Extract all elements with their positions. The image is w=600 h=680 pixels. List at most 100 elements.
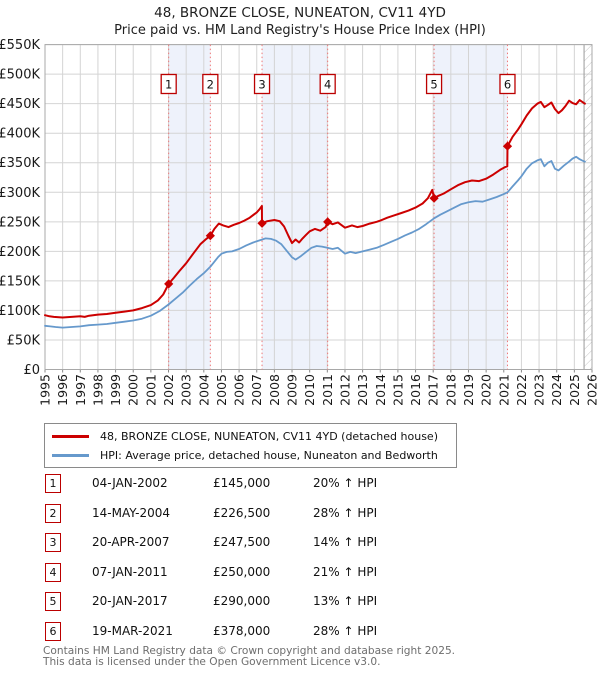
x-axis-label-2019: 2019 — [461, 374, 476, 406]
x-axis-label-2024: 2024 — [549, 374, 564, 406]
x-axis-label-1998: 1998 — [90, 374, 105, 406]
sale-hpi-comparison: 13% ↑ HPI — [313, 594, 378, 609]
table-row: 1 04-JAN-2002 £145,000 20% ↑ HPI — [45, 474, 565, 496]
sale-price: £145,000 — [213, 476, 271, 490]
table-row: 6 19-MAR-2021 £378,000 28% ↑ HPI — [45, 622, 565, 644]
x-axis-label-1999: 1999 — [108, 374, 123, 406]
chart-subtitle: Price paid vs. HM Land Registry's House … — [114, 23, 486, 38]
table-row: 3 20-APR-2007 £247,500 14% ↑ HPI — [45, 533, 565, 555]
y-axis-label-£350K: £350K — [0, 156, 40, 171]
x-axis-label-1995: 1995 — [38, 374, 53, 406]
licence-footer-line2: This data is licensed under the Open Gov… — [43, 656, 381, 668]
x-axis-label-1996: 1996 — [55, 374, 70, 406]
sale-date: 14-MAY-2004 — [92, 505, 171, 520]
x-axis-label-2012: 2012 — [337, 374, 352, 406]
y-axis-label-£500K: £500K — [0, 68, 40, 83]
x-axis-label-2017: 2017 — [426, 374, 441, 406]
x-axis-label-2008: 2008 — [267, 374, 282, 406]
sale-price: £247,500 — [213, 535, 271, 550]
licence-footer: Contains HM Land Registry data © Crown c… — [43, 646, 455, 668]
legend-label-hpi: HPI: Average price, detached house, Nune… — [100, 448, 438, 462]
x-axis-label-2004: 2004 — [196, 374, 211, 406]
x-axis-label-2022: 2022 — [514, 374, 529, 406]
x-axis-label-2006: 2006 — [232, 374, 247, 406]
hpi-line — [44, 155, 586, 329]
licence-footer-line1: Contains HM Land Registry data © Crown c… — [43, 645, 456, 657]
sale-number-badge: 2 — [45, 503, 61, 523]
x-axis-label-2026: 2026 — [585, 374, 600, 406]
y-axis-label-£400K: £400K — [0, 127, 40, 142]
legend-label-property: 48, BRONZE CLOSE, NUNEATON, CV11 4YD (de… — [100, 429, 438, 443]
sale-number-box-6 — [499, 73, 516, 95]
y-axis-label-£550K: £550K — [0, 38, 40, 53]
sale-date: 04-JAN-2002 — [92, 476, 168, 490]
sale-marker-1 — [164, 279, 174, 289]
x-axis-label-2000: 2000 — [126, 374, 141, 406]
x-axis-label-2013: 2013 — [355, 374, 370, 406]
table-row: 2 14-MAY-2004 £226,500 28% ↑ HPI — [45, 503, 565, 526]
x-axis-label-2015: 2015 — [390, 374, 405, 406]
ownership-band-2 — [262, 44, 328, 370]
y-axis-label-£0: £0 — [23, 363, 40, 378]
sale-number-box-3 — [253, 73, 271, 95]
sale-marker-5 — [429, 193, 439, 203]
table-row: 5 20-JAN-2017 £290,000 13% ↑ HPI — [45, 592, 565, 614]
property-line-swatch — [52, 434, 89, 438]
sale-hpi-comparison: 28% ↑ HPI — [313, 624, 378, 638]
x-axis-label-2010: 2010 — [302, 374, 317, 406]
table-row: 4 07-JAN-2011 £250,000 21% ↑ HPI — [45, 562, 565, 585]
x-axis-label-2014: 2014 — [373, 374, 388, 406]
legend-item-property: 48, BRONZE CLOSE, NUNEATON, CV11 4YD (de… — [52, 428, 456, 444]
sale-hpi-comparison: 14% ↑ HPI — [313, 535, 378, 550]
x-axis-label-2023: 2023 — [532, 374, 547, 406]
chart-legend: 48, BRONZE CLOSE, NUNEATON, CV11 4YD (de… — [44, 423, 457, 468]
sale-price: £290,000 — [213, 594, 271, 609]
sale-number-badge: 5 — [45, 592, 61, 612]
sale-price: £378,000 — [213, 624, 271, 638]
sale-marker-6 — [502, 141, 513, 151]
sale-number-badge: 6 — [45, 622, 61, 641]
x-axis-label-2025: 2025 — [567, 374, 582, 406]
sale-number-box-4 — [319, 73, 336, 95]
sale-number-label-5: 5 — [430, 78, 437, 92]
sale-number-badge: 3 — [45, 533, 61, 553]
future-hatch-zone — [584, 44, 592, 370]
sale-marker-2 — [205, 231, 215, 241]
legend-item-hpi: HPI: Average price, detached house, Nune… — [52, 447, 456, 463]
sale-date: 19-MAR-2021 — [92, 624, 173, 638]
y-axis-label-£150K: £150K — [0, 274, 40, 289]
x-axis-label-2003: 2003 — [179, 374, 194, 406]
chart-title-address: 48, BRONZE CLOSE, NUNEATON, CV11 4YD — [154, 5, 446, 21]
sale-marker-4 — [323, 217, 333, 227]
sale-number-badge: 1 — [45, 474, 61, 493]
x-axis-label-2005: 2005 — [214, 374, 229, 406]
y-axis-label-£450K: £450K — [0, 97, 40, 112]
sale-marker-3 — [257, 218, 267, 228]
sale-date: 20-APR-2007 — [92, 535, 170, 550]
x-axis-label-2018: 2018 — [443, 374, 458, 406]
sales-table: 1 04-JAN-2002 £145,000 20% ↑ HPI 2 14-MAY-200… — [45, 474, 565, 644]
sale-date: 20-JAN-2017 — [92, 594, 168, 609]
y-axis-label-£200K: £200K — [0, 245, 40, 260]
sale-number-badge: 4 — [45, 562, 61, 582]
x-axis-label-2002: 2002 — [161, 374, 176, 406]
y-axis-label-£300K: £300K — [0, 186, 40, 201]
x-axis-label-2009: 2009 — [285, 374, 300, 406]
sale-number-label-2: 2 — [207, 78, 214, 92]
sale-number-box-2 — [202, 73, 219, 95]
x-axis-label-2020: 2020 — [479, 374, 494, 406]
x-axis-label-2001: 2001 — [143, 374, 158, 406]
sale-price: £250,000 — [213, 564, 271, 579]
sale-hpi-comparison: 21% ↑ HPI — [313, 564, 378, 579]
sale-number-box-1 — [160, 73, 177, 95]
y-axis-label-£50K: £50K — [7, 333, 41, 348]
y-axis-label-£100K: £100K — [0, 304, 40, 319]
plot-border — [44, 44, 593, 370]
ownership-band-3 — [434, 44, 508, 370]
sale-number-label-6: 6 — [504, 78, 511, 92]
x-axis-label-2007: 2007 — [249, 374, 264, 406]
sale-hpi-comparison: 28% ↑ HPI — [313, 505, 378, 520]
x-axis-label-1997: 1997 — [73, 374, 88, 406]
x-axis-label-2011: 2011 — [320, 374, 335, 406]
